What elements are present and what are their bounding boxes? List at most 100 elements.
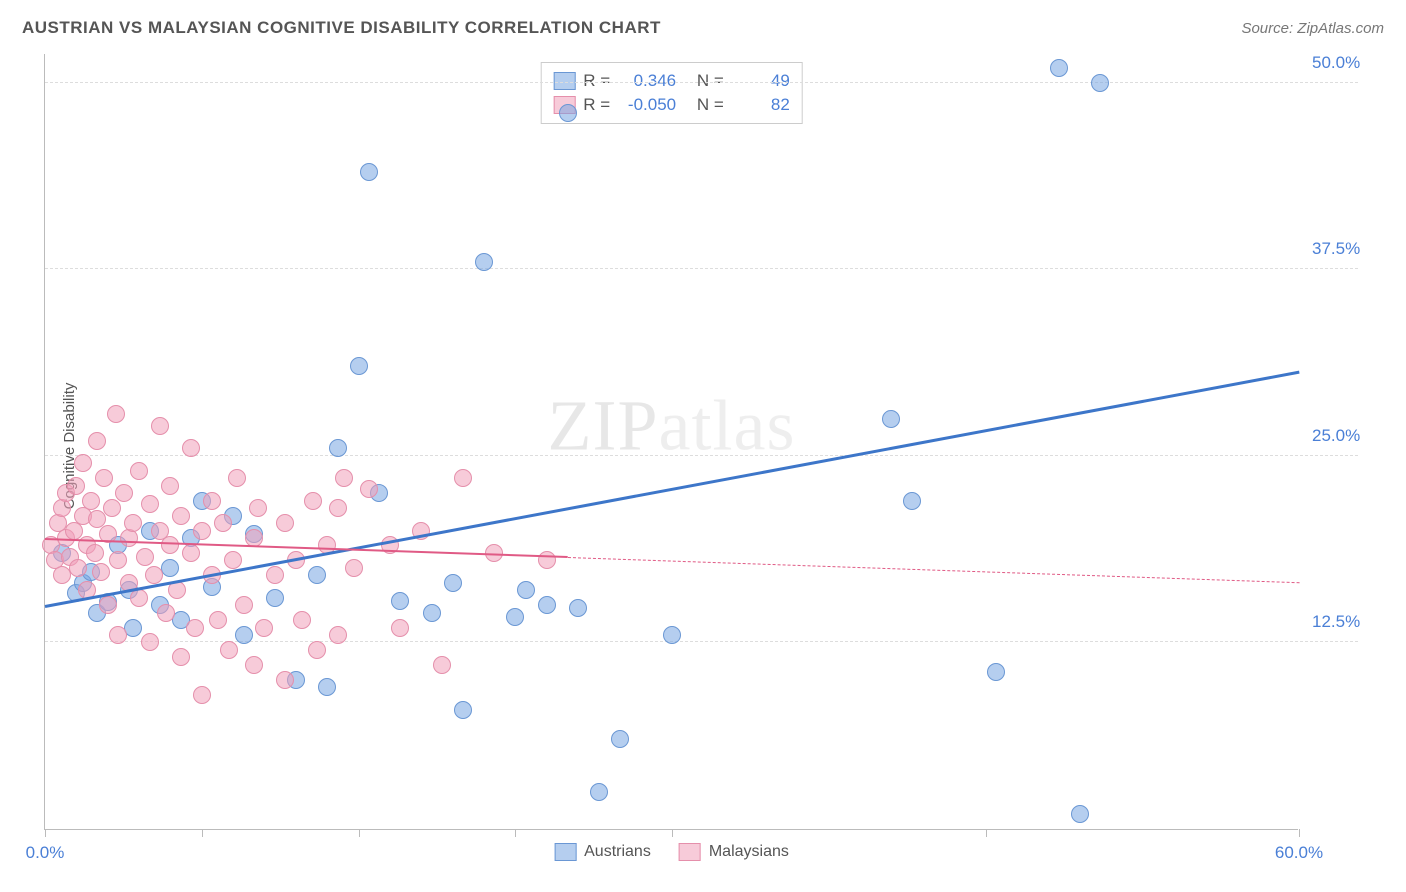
data-point-malaysians <box>224 551 242 569</box>
data-point-austrians <box>882 410 900 428</box>
x-tick <box>515 829 516 837</box>
swatch-austrians <box>554 843 576 861</box>
data-point-malaysians <box>74 454 92 472</box>
x-tick <box>1299 829 1300 837</box>
watermark-light: atlas <box>659 386 796 466</box>
data-point-malaysians <box>293 611 311 629</box>
data-point-austrians <box>161 559 179 577</box>
data-point-malaysians <box>107 405 125 423</box>
data-point-malaysians <box>538 551 556 569</box>
data-point-austrians <box>506 608 524 626</box>
data-point-malaysians <box>182 439 200 457</box>
data-point-austrians <box>391 592 409 610</box>
data-point-malaysians <box>193 522 211 540</box>
data-point-austrians <box>308 566 326 584</box>
data-point-malaysians <box>329 626 347 644</box>
data-point-austrians <box>318 678 336 696</box>
swatch-malaysians <box>679 843 701 861</box>
data-point-malaysians <box>304 492 322 510</box>
data-point-malaysians <box>245 656 263 674</box>
r-value-malaysians: -0.050 <box>618 93 676 117</box>
data-point-malaysians <box>161 536 179 554</box>
x-tick <box>986 829 987 837</box>
data-point-malaysians <box>67 477 85 495</box>
data-point-austrians <box>266 589 284 607</box>
data-point-malaysians <box>433 656 451 674</box>
gridline <box>45 268 1358 269</box>
data-point-malaysians <box>249 499 267 517</box>
legend-item-austrians: Austrians <box>554 843 651 861</box>
data-point-malaysians <box>53 566 71 584</box>
data-point-austrians <box>1091 74 1109 92</box>
data-point-malaysians <box>182 544 200 562</box>
data-point-malaysians <box>220 641 238 659</box>
data-point-austrians <box>590 783 608 801</box>
data-point-malaysians <box>141 633 159 651</box>
data-point-malaysians <box>136 548 154 566</box>
y-tick-label: 37.5% <box>1312 239 1392 259</box>
chart-title: AUSTRIAN VS MALAYSIAN COGNITIVE DISABILI… <box>22 18 661 38</box>
series-legend: Austrians Malaysians <box>554 843 789 861</box>
data-point-malaysians <box>266 566 284 584</box>
data-point-malaysians <box>95 469 113 487</box>
data-point-malaysians <box>209 611 227 629</box>
trend-line <box>567 557 1299 583</box>
data-point-austrians <box>569 599 587 617</box>
data-point-malaysians <box>235 596 253 614</box>
data-point-malaysians <box>335 469 353 487</box>
data-point-malaysians <box>193 686 211 704</box>
data-point-malaysians <box>360 480 378 498</box>
legend-item-malaysians: Malaysians <box>679 843 789 861</box>
x-tick <box>672 829 673 837</box>
data-point-austrians <box>1050 59 1068 77</box>
data-point-malaysians <box>109 551 127 569</box>
data-point-malaysians <box>255 619 273 637</box>
scatter-plot-area: ZIPatlas R = 0.346 N = 49 R = -0.050 N =… <box>44 54 1298 830</box>
data-point-austrians <box>1071 805 1089 823</box>
watermark-bold: ZIP <box>548 386 659 466</box>
data-point-austrians <box>987 663 1005 681</box>
data-point-malaysians <box>86 544 104 562</box>
data-point-malaysians <box>161 477 179 495</box>
data-point-malaysians <box>186 619 204 637</box>
data-point-austrians <box>663 626 681 644</box>
data-point-malaysians <box>141 495 159 513</box>
data-point-malaysians <box>99 596 117 614</box>
data-point-malaysians <box>124 514 142 532</box>
data-point-malaysians <box>109 626 127 644</box>
data-point-austrians <box>235 626 253 644</box>
data-point-austrians <box>517 581 535 599</box>
data-point-malaysians <box>214 514 232 532</box>
x-tick <box>202 829 203 837</box>
y-tick-label: 50.0% <box>1312 53 1392 73</box>
legend-label-austrians: Austrians <box>584 843 651 861</box>
data-point-austrians <box>360 163 378 181</box>
gridline <box>45 82 1358 83</box>
data-point-austrians <box>444 574 462 592</box>
data-point-malaysians <box>103 499 121 517</box>
legend-row-malaysians: R = -0.050 N = 82 <box>553 93 790 117</box>
data-point-malaysians <box>130 462 148 480</box>
data-point-austrians <box>559 104 577 122</box>
data-point-austrians <box>538 596 556 614</box>
source-attribution: Source: ZipAtlas.com <box>1241 20 1384 37</box>
data-point-malaysians <box>308 641 326 659</box>
data-point-austrians <box>350 357 368 375</box>
data-point-malaysians <box>145 566 163 584</box>
x-tick <box>359 829 360 837</box>
gridline <box>45 455 1358 456</box>
data-point-malaysians <box>276 514 294 532</box>
data-point-malaysians <box>203 492 221 510</box>
trend-line <box>45 371 1300 608</box>
data-point-malaysians <box>157 604 175 622</box>
data-point-malaysians <box>172 648 190 666</box>
data-point-austrians <box>423 604 441 622</box>
data-point-austrians <box>329 439 347 457</box>
data-point-malaysians <box>172 507 190 525</box>
data-point-austrians <box>611 730 629 748</box>
data-point-malaysians <box>92 563 110 581</box>
data-point-austrians <box>903 492 921 510</box>
x-tick-label: 60.0% <box>1275 843 1323 863</box>
x-tick <box>45 829 46 837</box>
r-label: R = <box>583 93 610 117</box>
